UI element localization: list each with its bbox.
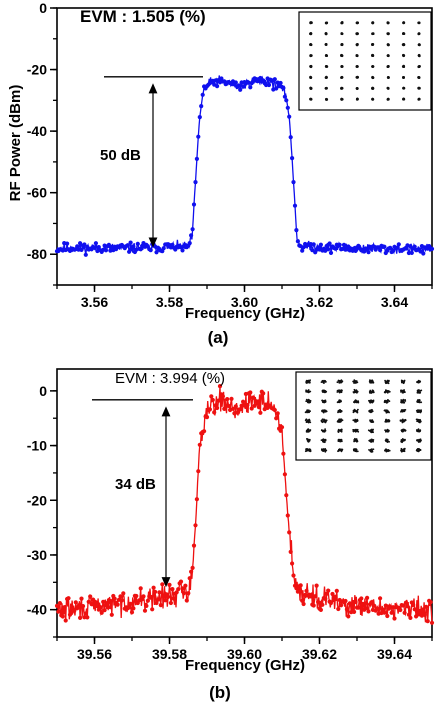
x-tick-label-a-2: 3.60 bbox=[231, 294, 258, 310]
constellation-inset-a bbox=[298, 11, 432, 111]
constellation-points-a bbox=[309, 21, 421, 101]
x-tick-label-b-1: 39.58 bbox=[152, 646, 187, 662]
x-tick-label-a-0: 3.56 bbox=[81, 294, 108, 310]
x-tick-label-b-3: 39.62 bbox=[302, 646, 337, 662]
constellation-points-b bbox=[304, 379, 423, 453]
double-arrow-b bbox=[161, 406, 171, 588]
annotation-label-b: 34 dB bbox=[115, 476, 156, 493]
y-tick-label-b-0: 0 bbox=[39, 383, 47, 399]
x-tick-label-b-4: 39.64 bbox=[377, 646, 412, 662]
panel-label-a: (a) bbox=[208, 328, 229, 347]
y-tick-label-a-3: -60 bbox=[27, 185, 47, 201]
evm-label-b: EVM : 3.994 (%) bbox=[115, 370, 225, 387]
double-arrow-a bbox=[148, 83, 158, 248]
y-tick-label-a-4: -80 bbox=[27, 246, 47, 262]
constellation-inset-b bbox=[295, 371, 432, 461]
y-tick-label-a-1: -20 bbox=[27, 62, 47, 78]
chart-panel-b: 39.56 39.58 39.60 39.62 39.64 0 -10 -20 -30 -40 E… bbox=[27, 368, 435, 702]
series-markers-a bbox=[54, 75, 435, 257]
x-tick-label-b-2: 39.60 bbox=[227, 646, 262, 662]
y-tick-label-b-4: -40 bbox=[27, 602, 47, 618]
y-axis-label-a: RF Power (dBm) bbox=[7, 85, 24, 202]
evm-label-a: EVM : 1.505 (%) bbox=[80, 7, 206, 26]
x-axis-label-a: Frequency (GHz) bbox=[185, 305, 305, 322]
annotation-label-a: 50 dB bbox=[100, 147, 141, 164]
chart-panel-a: 3.56 3.58 3.60 3.62 3.64 0 -20 -40 -60 -80 EVM : … bbox=[7, 0, 435, 347]
y-tick-label-b-1: -10 bbox=[27, 438, 47, 454]
panel-label-b: (b) bbox=[209, 683, 231, 702]
inset-frame-a bbox=[298, 11, 432, 111]
x-tick-label-b-0: 39.56 bbox=[77, 646, 112, 662]
y-tick-label-a-2: -40 bbox=[27, 123, 47, 139]
y-tick-label-a-0: 0 bbox=[39, 0, 47, 16]
x-tick-label-a-4: 3.64 bbox=[381, 294, 408, 310]
y-tick-label-b-2: -20 bbox=[27, 492, 47, 508]
x-tick-label-a-3: 3.62 bbox=[306, 294, 333, 310]
inset-frame-b bbox=[295, 371, 432, 461]
x-axis-label-b: Frequency (GHz) bbox=[185, 657, 305, 674]
series-markers-b bbox=[54, 384, 435, 625]
y-tick-label-b-3: -30 bbox=[27, 547, 47, 563]
x-tick-label-a-1: 3.58 bbox=[156, 294, 183, 310]
